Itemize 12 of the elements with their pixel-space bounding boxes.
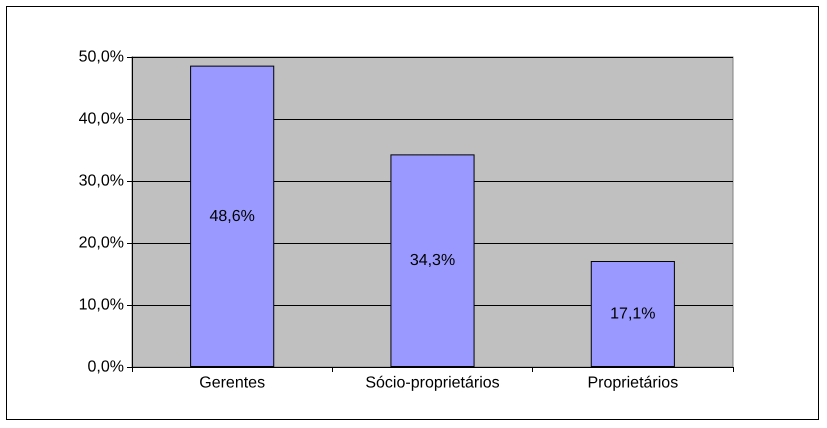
y-tick-label: 20,0% (78, 234, 124, 252)
y-tick-label: 0,0% (88, 358, 124, 376)
x-tick-label: Sócio-proprietários (365, 374, 500, 392)
y-tick-label: 40,0% (78, 110, 124, 128)
data-label: 48,6% (209, 208, 255, 225)
data-label: 34,3% (410, 252, 456, 270)
y-tick-label: 50,0% (78, 48, 124, 66)
y-tick-label: 10,0% (78, 296, 124, 314)
x-tick-label: Gerentes (199, 374, 266, 392)
x-tick-label: Proprietários (587, 374, 678, 392)
data-label: 17,1% (610, 305, 656, 322)
y-tick-label: 30,0% (78, 172, 124, 190)
